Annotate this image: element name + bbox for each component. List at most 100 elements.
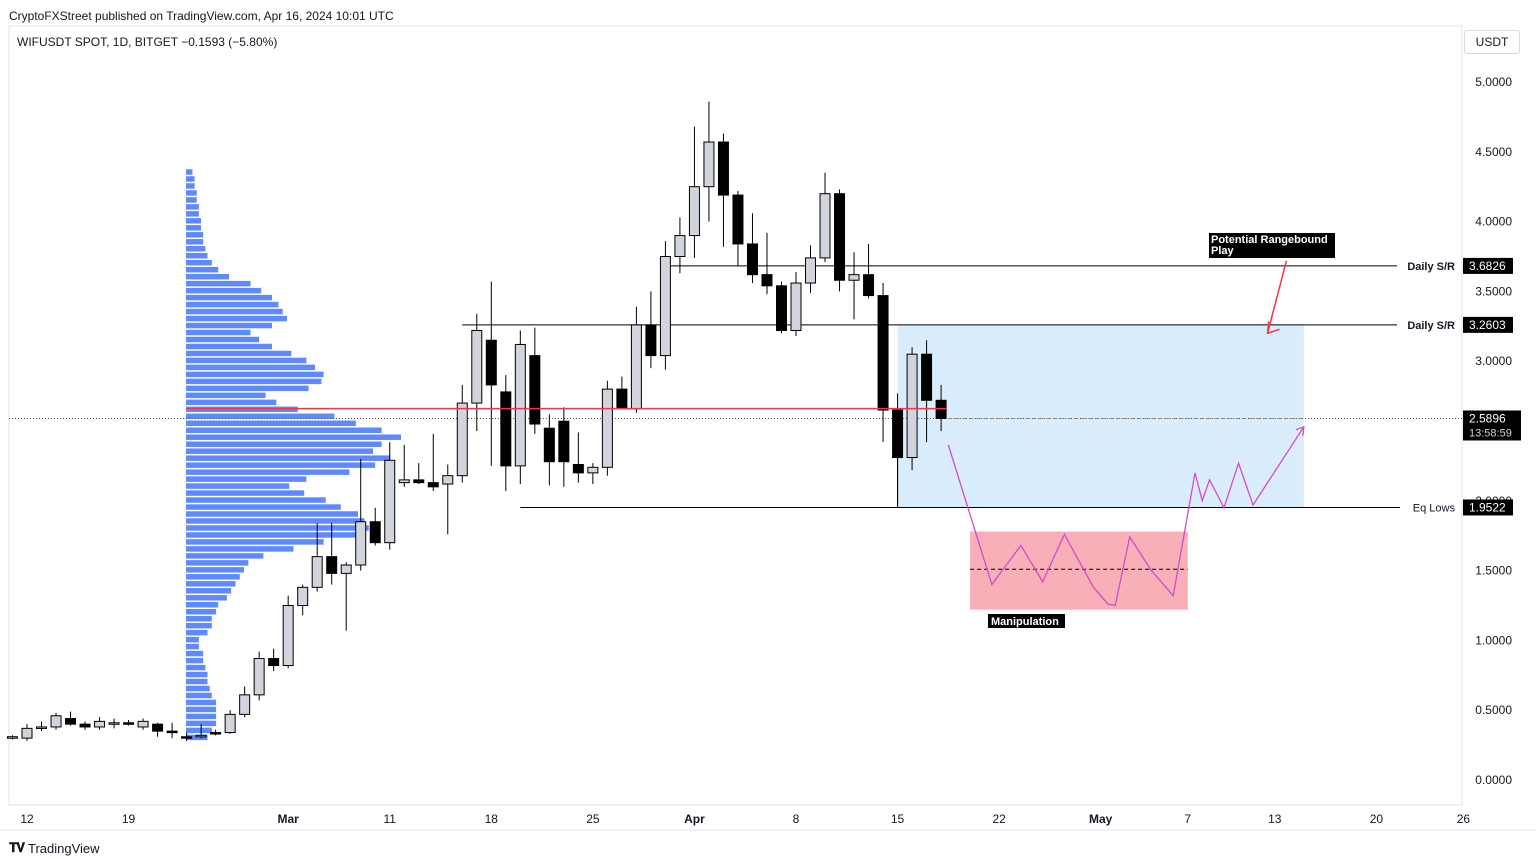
volume-profile-row [186,497,326,503]
volume-profile-row [186,706,217,713]
candle-bull[interactable] [819,193,831,259]
candle-bear[interactable] [210,732,222,735]
volume-profile-row [186,176,195,182]
candle-bear[interactable] [79,723,91,728]
candle-bear[interactable] [834,193,846,281]
manipulation-label[interactable]: Manipulation [988,614,1065,628]
volume-profile-row [186,511,358,517]
annotation-arrow[interactable] [1266,260,1288,334]
volume-profile-row [186,469,350,475]
volume-profile-row [186,532,363,538]
candle-bull[interactable] [297,586,309,606]
volume-profile-row [186,629,208,636]
candle-bull[interactable] [282,605,294,667]
candle-bear[interactable] [892,409,904,459]
volume-profile-row [186,734,208,741]
candle-bull[interactable] [456,402,468,477]
volume-profile-row [186,197,197,203]
candle-bear[interactable] [543,427,555,463]
candle-bull[interactable] [471,329,483,404]
candle-bear[interactable] [877,295,889,411]
candle-bear[interactable] [863,274,875,297]
x-tick-label: 25 [586,812,600,826]
candle-bull[interactable] [137,720,149,728]
volume-profile-row [186,378,322,385]
candle-bull[interactable] [906,353,918,459]
volume-profile-row [186,462,376,468]
candle-bear[interactable] [645,324,657,357]
candle-bull[interactable] [805,257,817,284]
candle-bull[interactable] [94,720,106,728]
candle-bear[interactable] [616,388,628,410]
volume-profile-row [186,266,219,273]
candle-countdown: 13:58:59 [1469,427,1512,439]
candle-bear[interactable] [427,482,439,488]
candle-bull[interactable] [848,274,860,281]
candle-bull[interactable] [36,726,48,729]
candle-bear[interactable] [369,521,381,544]
candle-bull[interactable] [384,459,396,544]
candle-bear[interactable] [166,730,178,734]
candle-bear[interactable] [921,353,933,401]
candle-bull[interactable] [514,343,526,467]
symbol-info[interactable]: WIFUSDT SPOT, 1D, BITGET −0.1593 (−5.80%… [17,35,278,49]
candle-bull[interactable] [398,479,410,484]
candle-bear[interactable] [152,723,164,732]
candle-bear[interactable] [717,141,729,196]
candle-bear[interactable] [413,479,425,484]
volume-profile-row [186,595,227,601]
candle-bull[interactable] [340,564,352,574]
candle-bear[interactable] [761,274,773,287]
candle-bear[interactable] [268,658,280,667]
candle-bull[interactable] [688,186,700,237]
range-box[interactable] [897,324,1304,508]
volume-profile-row [186,350,292,357]
candle-bear[interactable] [572,464,584,474]
candle-bull[interactable] [21,727,33,739]
candle-bull[interactable] [355,521,367,566]
volume-profile-row [186,225,202,231]
candle-bull[interactable] [703,141,715,188]
candle-bull[interactable] [587,466,599,474]
candle-bear[interactable] [500,391,512,467]
candle-bull[interactable] [195,734,207,738]
tradingview-logo[interactable]: 𝐓𝐕 TradingView [9,840,100,856]
candle-bull[interactable] [108,722,120,725]
volume-profile-row [186,218,202,224]
candle-bull[interactable] [790,282,802,331]
candle-bull[interactable] [442,475,454,485]
volume-profile-row [186,427,382,433]
volume-profile-row [186,232,204,238]
candle-bull[interactable] [6,736,18,739]
volume-profile-row [186,183,195,189]
volume-profile-row [186,371,324,378]
volume-profile-row [186,602,219,608]
candle-bear[interactable] [732,194,744,245]
candle-bull[interactable] [50,715,62,728]
currency-selector[interactable]: USDT [1464,30,1520,54]
volume-profile-row [186,315,288,322]
candle-bear[interactable] [485,339,497,386]
volume-profile-row [186,239,204,245]
candle-bull[interactable] [224,713,236,734]
candle-bear[interactable] [558,420,570,463]
candle-bull[interactable] [674,235,686,257]
candle-bear[interactable] [123,722,135,725]
candle-bear[interactable] [181,736,193,739]
candle-bull[interactable] [630,324,642,410]
candle-bull[interactable] [253,658,265,696]
projection-path[interactable] [947,426,1305,607]
candle-bull[interactable] [239,694,251,715]
candle-bear[interactable] [746,243,758,276]
candle-bear[interactable] [775,285,787,331]
candle-bear[interactable] [326,556,338,574]
candle-bull[interactable] [659,256,671,357]
candle-bull[interactable] [311,556,323,588]
volume-profile-row [186,539,324,545]
candle-bull[interactable] [601,388,613,468]
candle-bear[interactable] [65,718,77,725]
volume-profile-row [186,685,210,692]
candle-bear[interactable] [529,355,541,425]
